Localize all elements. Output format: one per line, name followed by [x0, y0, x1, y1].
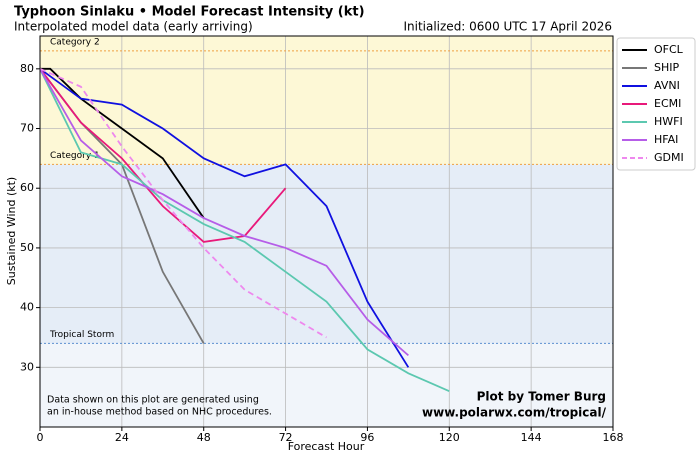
y-tick-label: 80 [20, 62, 34, 75]
legend-label: HFAI [654, 133, 678, 146]
series-line [39, 68, 410, 368]
legend-label: HWFI [654, 115, 683, 128]
series-line [40, 67, 205, 219]
x-tick-label: 120 [439, 431, 460, 444]
x-tick-label: 96 [360, 431, 374, 444]
band [40, 36, 613, 51]
legend-label: GDMI [654, 151, 684, 164]
x-tick-label: 144 [521, 431, 542, 444]
y-tick-label: 60 [20, 181, 34, 194]
legend-label: ECMI [654, 97, 681, 110]
chart-subtitle: Interpolated model data (early arriving) [14, 20, 253, 34]
note: an in-house method based on NHC procedur… [47, 407, 272, 418]
y-tick-label: 70 [20, 122, 34, 135]
series-line [39, 68, 450, 393]
legend-label: SHIP [654, 61, 679, 74]
band [40, 164, 613, 344]
threshold-label: Category 1 [50, 151, 100, 161]
threshold-label: Tropical Storm [49, 330, 114, 340]
y-tick-label: 40 [20, 301, 34, 314]
series-line [39, 68, 409, 357]
x-tick-label: 0 [37, 431, 44, 444]
threshold-label: Category 2 [50, 37, 100, 47]
credit: Plot by Tomer Burg [477, 390, 606, 404]
chart-title: Typhoon Sinlaku • Model Forecast Intensi… [14, 5, 365, 20]
note: Data shown on this plot are generated us… [47, 395, 259, 406]
x-tick-label: 72 [279, 431, 293, 444]
series-line [39, 68, 327, 339]
legend-label: OFCL [654, 43, 684, 56]
y-tick-label: 30 [20, 360, 34, 373]
y-tick-label: 50 [20, 241, 34, 254]
credit: www.polarwx.com/tropical/ [422, 406, 607, 420]
x-axis-label: Forecast Hour [288, 440, 365, 453]
x-tick-label: 24 [115, 431, 129, 444]
x-tick-label: 168 [603, 431, 624, 444]
y-axis-label: Sustained Wind (kt) [5, 177, 18, 285]
x-tick-label: 48 [197, 431, 211, 444]
legend-box [616, 37, 696, 171]
band [40, 50, 613, 165]
legend-label: AVNI [654, 79, 680, 92]
plot-frame [39, 35, 614, 428]
init-time: Initialized: 0600 UTC 17 April 2026 [403, 20, 612, 34]
